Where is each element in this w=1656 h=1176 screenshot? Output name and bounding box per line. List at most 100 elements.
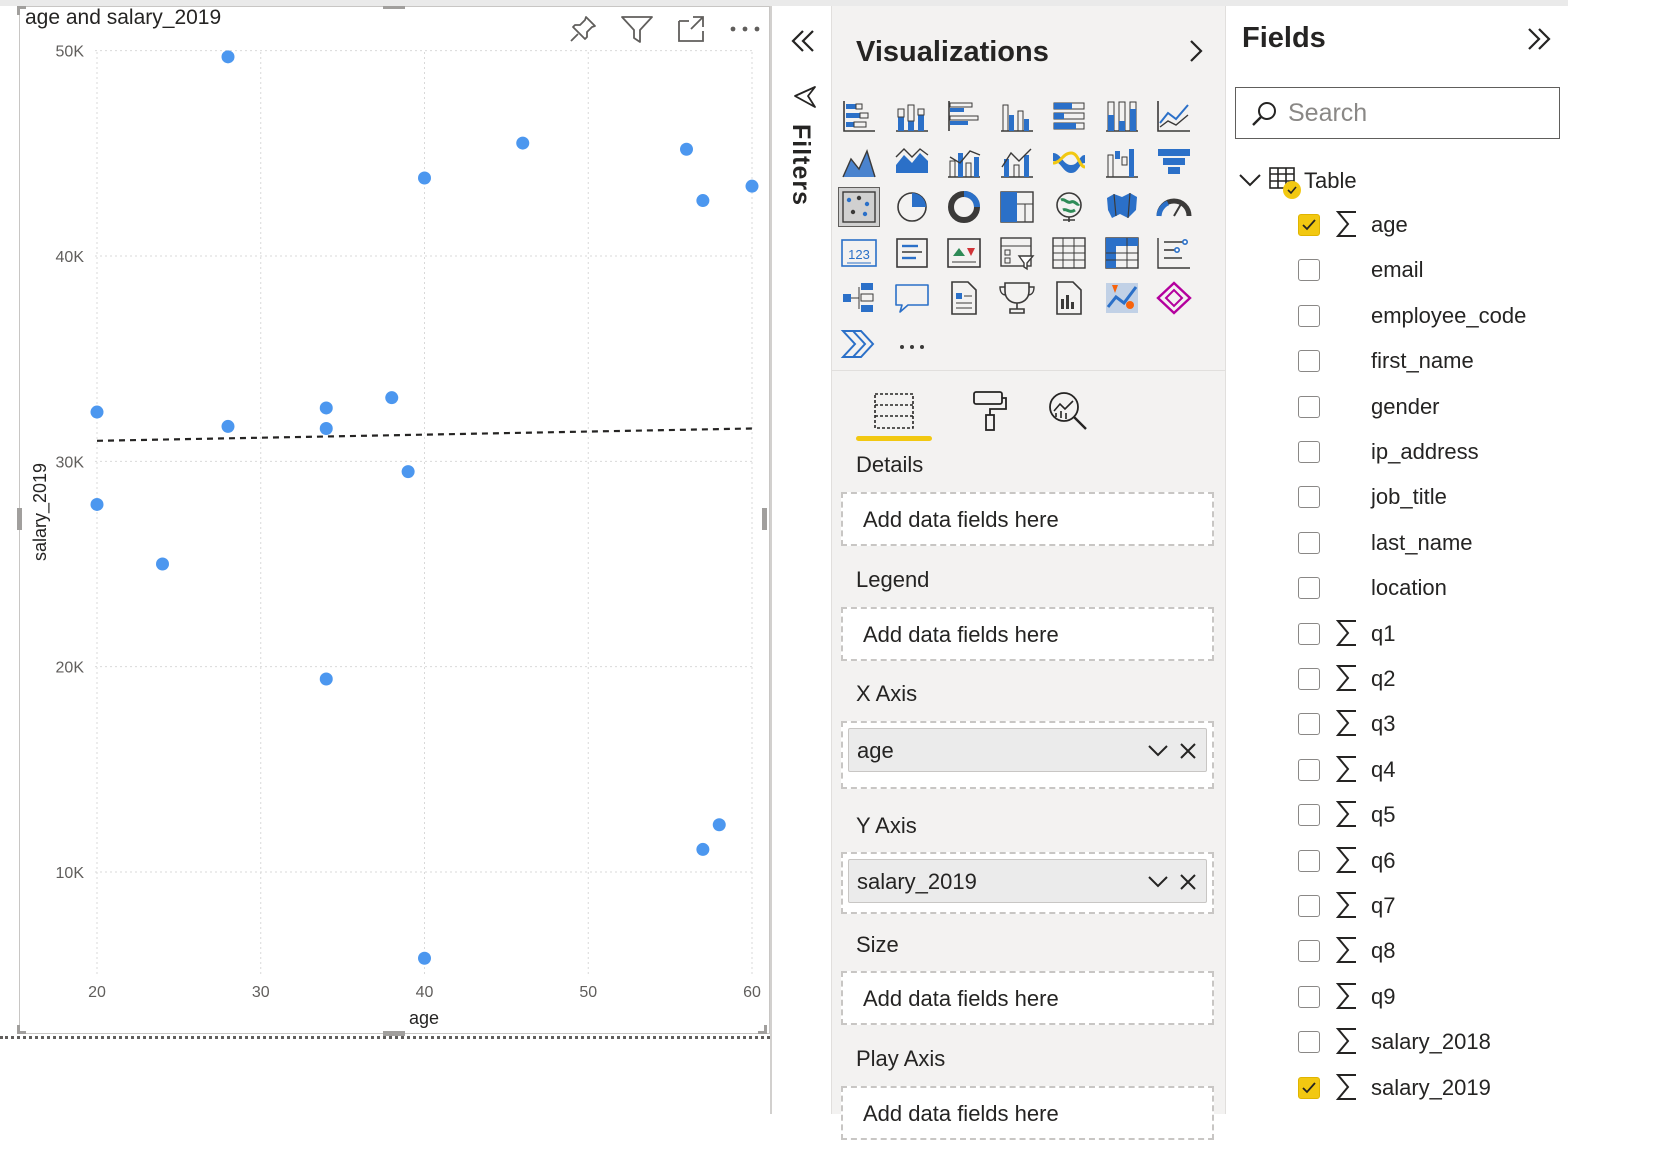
pie-chart-icon[interactable] <box>891 187 933 227</box>
smart-narrative-icon[interactable] <box>1048 278 1090 318</box>
close-icon[interactable] <box>1176 739 1200 763</box>
expand-visualizations-button[interactable] <box>1182 38 1208 64</box>
field-checkbox[interactable] <box>1298 441 1320 463</box>
field-item-job-title[interactable]: job_title <box>1296 478 1566 518</box>
treemap-icon[interactable] <box>996 187 1038 227</box>
decomposition-tree-icon[interactable] <box>838 278 880 318</box>
resize-handle-top[interactable] <box>383 4 405 9</box>
resize-corner-top-left[interactable] <box>17 6 26 15</box>
field-checkbox[interactable] <box>1298 214 1320 236</box>
map-icon[interactable] <box>1048 187 1090 227</box>
data-point[interactable] <box>418 951 431 965</box>
field-checkbox[interactable] <box>1298 531 1320 554</box>
field-checkbox[interactable] <box>1298 758 1320 781</box>
data-point[interactable] <box>745 179 759 193</box>
data-point[interactable] <box>221 419 235 433</box>
line-and-stacked-column-chart-icon[interactable] <box>943 142 985 182</box>
tab-fields[interactable] <box>856 380 932 442</box>
data-point[interactable] <box>696 194 710 208</box>
field-checkbox[interactable] <box>1298 304 1320 327</box>
field-item-salary-2018[interactable]: salary_2018 <box>1296 1023 1566 1063</box>
field-checkbox[interactable] <box>1298 350 1320 373</box>
field-item-q7[interactable]: q7 <box>1296 887 1566 927</box>
gauge-icon[interactable] <box>1153 187 1195 227</box>
field-item-gender[interactable]: gender <box>1296 388 1566 428</box>
data-point[interactable] <box>319 401 333 415</box>
play-axis-drop-zone[interactable]: Add data fields here <box>841 1086 1214 1140</box>
size-drop-zone[interactable]: Add data fields here <box>841 971 1214 1025</box>
field-item-last-name[interactable]: last_name <box>1296 524 1566 564</box>
field-checkbox[interactable] <box>1298 895 1320 917</box>
kpi-icon[interactable] <box>943 233 985 273</box>
table-visual-icon[interactable] <box>1048 233 1090 273</box>
fields-search-box[interactable] <box>1235 87 1560 139</box>
field-checkbox[interactable] <box>1298 622 1320 645</box>
resize-corner-bottom-left[interactable] <box>17 1025 26 1034</box>
line-chart-icon[interactable] <box>1153 96 1195 136</box>
scatter-chart-icon[interactable] <box>838 187 880 227</box>
stacked-area-chart-icon[interactable] <box>891 142 933 182</box>
paginated-report-icon[interactable] <box>943 278 985 318</box>
field-checkbox[interactable] <box>1298 486 1320 509</box>
field-item-ip-address[interactable]: ip_address <box>1296 433 1566 473</box>
field-item-first-name[interactable]: first_name <box>1296 342 1566 382</box>
field-item-salary-2019[interactable]: salary_2019 <box>1296 1069 1566 1109</box>
more-options-icon[interactable] <box>728 12 762 46</box>
data-point[interactable] <box>516 136 530 150</box>
close-icon[interactable] <box>1176 870 1200 894</box>
area-chart-icon[interactable] <box>838 142 880 182</box>
chevron-down-icon[interactable] <box>1146 870 1170 894</box>
matrix-icon[interactable] <box>1101 233 1143 273</box>
x-axis-drop-zone[interactable]: age <box>841 721 1214 789</box>
field-item-q4[interactable]: q4 <box>1296 751 1566 791</box>
data-point[interactable] <box>90 497 104 511</box>
field-checkbox[interactable] <box>1298 940 1320 963</box>
pin-icon[interactable] <box>566 12 600 46</box>
filled-map-icon[interactable] <box>1101 187 1143 227</box>
stacked-bar-chart-icon[interactable] <box>838 96 880 136</box>
field-item-q5[interactable]: q5 <box>1296 796 1566 836</box>
resize-handle-left[interactable] <box>17 508 22 530</box>
field-checkbox[interactable] <box>1298 1076 1320 1099</box>
clustered-bar-chart-icon[interactable] <box>943 96 985 136</box>
data-point[interactable] <box>401 465 415 479</box>
field-item-email[interactable]: email <box>1296 251 1566 291</box>
filters-label[interactable]: Filters <box>787 124 815 207</box>
more-visuals-icon[interactable] <box>891 324 933 364</box>
field-item-q9[interactable]: q9 <box>1296 978 1566 1018</box>
field-checkbox[interactable] <box>1298 849 1320 872</box>
field-item-q3[interactable]: q3 <box>1296 705 1566 745</box>
field-item-location[interactable]: location <box>1296 569 1566 609</box>
field-item-age[interactable]: age <box>1296 206 1566 246</box>
data-point[interactable] <box>712 818 726 832</box>
donut-chart-icon[interactable] <box>943 187 985 227</box>
details-drop-zone[interactable]: Add data fields here <box>841 492 1214 546</box>
search-input[interactable] <box>1288 96 1548 130</box>
ribbon-chart-icon[interactable] <box>1048 142 1090 182</box>
slicer-icon[interactable] <box>996 233 1038 273</box>
data-point[interactable] <box>696 842 710 856</box>
field-item-q8[interactable]: q8 <box>1296 932 1566 972</box>
field-checkbox[interactable] <box>1298 804 1320 827</box>
focus-mode-icon[interactable] <box>674 12 708 46</box>
r-script-visual-icon[interactable] <box>1153 233 1195 273</box>
line-and-clustered-column-chart-icon[interactable] <box>996 142 1038 182</box>
100-stacked-bar-chart-icon[interactable] <box>1048 96 1090 136</box>
scatter-visual[interactable] <box>19 6 770 1034</box>
field-item-q6[interactable]: q6 <box>1296 842 1566 882</box>
waterfall-chart-icon[interactable] <box>1101 142 1143 182</box>
data-point[interactable] <box>319 421 333 435</box>
x-axis-field-pill[interactable]: age <box>848 728 1207 772</box>
card-icon[interactable]: 123 <box>838 233 880 273</box>
chevron-down-icon[interactable] <box>1146 739 1170 763</box>
collapse-fields-button[interactable] <box>1524 24 1554 54</box>
key-influencers-icon[interactable] <box>996 278 1038 318</box>
field-checkbox[interactable] <box>1298 668 1320 690</box>
chevron-down-icon[interactable] <box>1238 170 1262 190</box>
multi-row-card-icon[interactable] <box>891 233 933 273</box>
tab-format[interactable] <box>952 380 1028 442</box>
field-checkbox[interactable] <box>1298 577 1320 600</box>
power-automate-icon[interactable] <box>838 324 880 364</box>
resize-corner-bottom-right[interactable] <box>758 1025 767 1034</box>
field-checkbox[interactable] <box>1298 1031 1320 1054</box>
